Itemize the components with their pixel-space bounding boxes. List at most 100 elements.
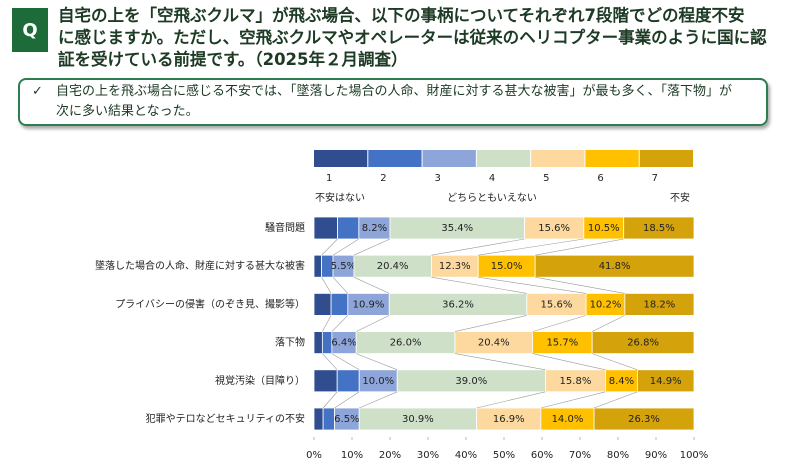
- series-line: [321, 238, 338, 256]
- x-tick-label: 90%: [645, 450, 667, 461]
- value-label: 10.0%: [362, 376, 394, 387]
- badge: Q: [12, 8, 48, 52]
- value-label: 10.2%: [590, 299, 622, 310]
- series-line: [359, 391, 398, 409]
- legend-swatch: [476, 150, 531, 167]
- series-line: [532, 315, 587, 332]
- category-label: プライバシーの侵害（のぞき見、撮影等）: [115, 297, 305, 310]
- series-line: [431, 238, 525, 256]
- value-label: 15.7%: [546, 338, 578, 349]
- bar-segment: [591, 331, 695, 355]
- x-tick-label: 50%: [493, 450, 515, 461]
- bar-segment: [336, 369, 360, 393]
- value-label: 26.0%: [390, 338, 422, 349]
- summary-box: ✓ 自宅の上を飛ぶ場合に感じる不安では、「墜落した場合の人命、財産に対する甚大な…: [18, 78, 768, 126]
- value-label: 26.8%: [627, 338, 659, 349]
- value-label: 12.3%: [439, 261, 471, 272]
- legend-label: 7: [652, 173, 658, 184]
- bar-segment: [534, 254, 695, 278]
- question-line: 自宅の上を「空飛ぶクルマ」が飛ぶ場合、以下の事柄についてそれぞれ7段階でどの程度…: [58, 6, 745, 25]
- value-label: 39.0%: [455, 376, 487, 387]
- annotation: どちらともいえない: [447, 192, 537, 204]
- value-label: 10.9%: [353, 299, 385, 310]
- x-tick-label: 80%: [607, 450, 629, 461]
- value-label: 15.0%: [491, 261, 523, 272]
- question-line: 証を受けている前提です。（2025年２月調査）: [58, 50, 408, 69]
- value-label: 6.4%: [331, 338, 356, 349]
- category-label: 視覚汚染（目障り）: [215, 374, 305, 387]
- series-line: [535, 238, 624, 256]
- legend-label: 3: [435, 173, 441, 184]
- x-tick-label: 20%: [379, 450, 401, 461]
- series-line: [353, 238, 391, 256]
- legend-swatch: [585, 150, 639, 167]
- series-line: [332, 238, 359, 256]
- series-line: [593, 391, 638, 409]
- legend-label: 5: [543, 173, 549, 184]
- bar-segment: [593, 407, 695, 431]
- value-label: 5.5%: [331, 261, 356, 272]
- series-line: [331, 315, 349, 332]
- bar-segment: [322, 407, 335, 431]
- annotation: 不安: [670, 191, 690, 204]
- series-line: [431, 276, 527, 294]
- value-label: 41.8%: [599, 261, 631, 272]
- series-line: [478, 238, 584, 256]
- category-label: 犯罪やテロなどセキュリティの不安: [146, 412, 305, 425]
- category-label: 墜落した場合の人命、財産に対する甚大な被害: [95, 259, 305, 272]
- question-line: に感じますか。ただし、空飛ぶクルマやオペレーターは従来のヘリコプター事業のように…: [58, 28, 767, 47]
- bar-segment: [330, 292, 349, 316]
- bar-segment: [636, 369, 695, 393]
- x-tick-label: 100%: [680, 450, 709, 461]
- series-line: [535, 276, 625, 294]
- series-line: [476, 391, 546, 409]
- bar-segment: [337, 216, 360, 240]
- series-line: [454, 315, 527, 332]
- legend-label: 2: [380, 173, 386, 184]
- bar-segment: [313, 407, 324, 431]
- series-line: [353, 276, 390, 294]
- value-label: 16.9%: [493, 414, 525, 425]
- series-line: [322, 353, 338, 371]
- category-label: 騒音問題: [265, 221, 305, 234]
- series-line: [356, 353, 398, 371]
- legend-label: 4: [489, 173, 495, 184]
- series-line: [478, 276, 587, 294]
- value-label: 20.4%: [377, 261, 409, 272]
- value-label: 15.8%: [560, 376, 592, 387]
- summary-text: 自宅の上を飛ぶ場合に感じる不安では、「墜落した場合の人命、財産に対する甚大な被害…: [56, 82, 732, 122]
- series-line: [592, 315, 625, 332]
- x-tick-label: 70%: [569, 450, 591, 461]
- value-label: 10.5%: [588, 223, 620, 234]
- bar-segment: [313, 331, 323, 355]
- legend-swatch: [422, 150, 476, 167]
- series-line: [540, 391, 606, 409]
- series-line: [321, 277, 332, 294]
- legend-label: 1: [326, 173, 332, 184]
- value-label: 14.0%: [552, 414, 584, 425]
- series-line: [331, 353, 360, 371]
- bar-segment: [313, 292, 332, 316]
- value-label: 18.5%: [643, 223, 675, 234]
- annotation: 不安はない: [315, 191, 365, 204]
- legend-label: 6: [597, 173, 603, 184]
- bar-segment: [313, 369, 338, 393]
- x-tick-label: 30%: [417, 450, 439, 461]
- x-tick-label: 10%: [341, 450, 363, 461]
- series-line: [592, 353, 638, 371]
- series-line: [322, 391, 338, 409]
- value-label: 30.9%: [402, 414, 434, 425]
- series-line: [454, 353, 546, 371]
- value-label: 8.2%: [362, 223, 387, 234]
- series-line: [532, 353, 606, 371]
- series-line: [332, 276, 349, 294]
- x-tick-label: 0%: [306, 450, 322, 461]
- x-tick-label: 40%: [455, 450, 477, 461]
- bar-segment: [313, 254, 322, 278]
- bar-segment: [624, 292, 695, 316]
- series-line: [356, 315, 390, 332]
- series-line: [334, 391, 360, 409]
- value-label: 15.6%: [541, 299, 573, 310]
- legend-swatch: [639, 150, 693, 167]
